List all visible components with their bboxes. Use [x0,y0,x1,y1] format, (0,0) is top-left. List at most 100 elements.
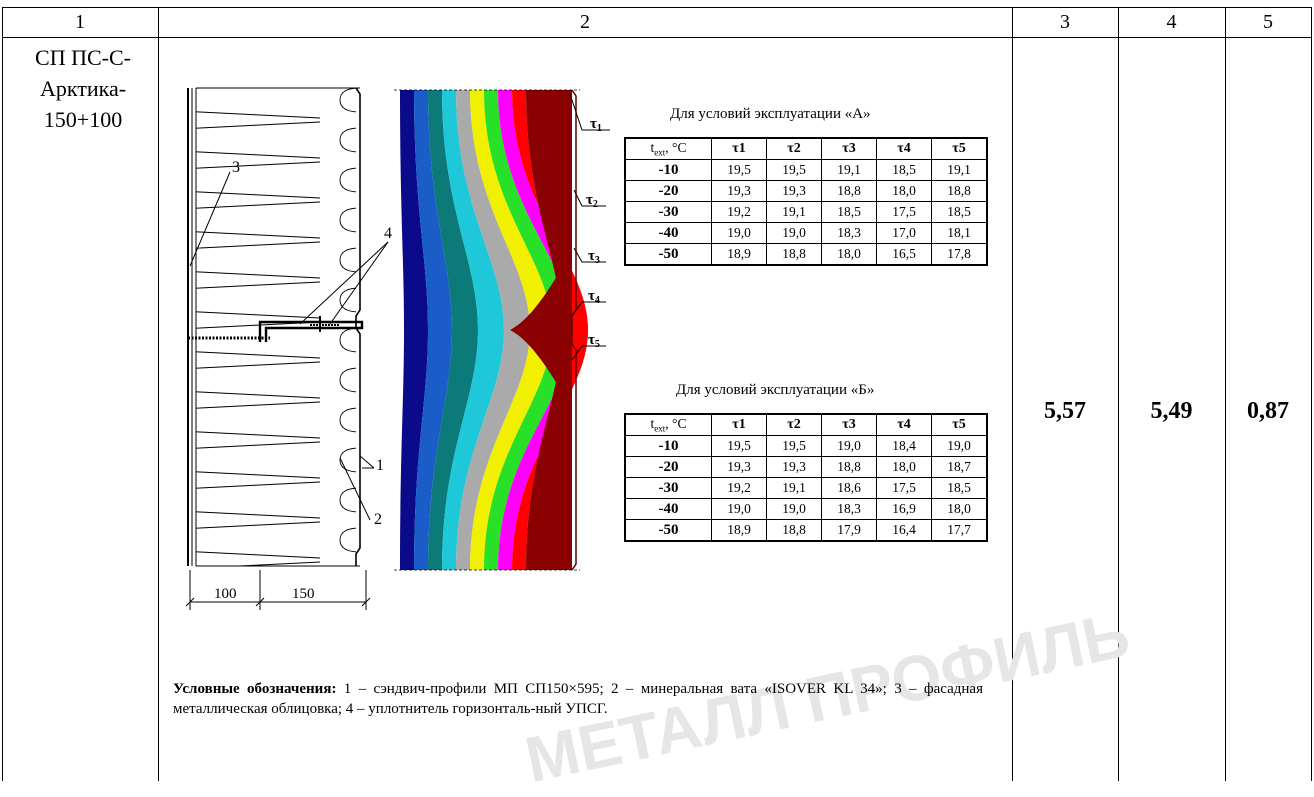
condition-b-title: Для условий эксплуатации «Б» [676,382,875,398]
callout-lines [189,171,389,521]
dimension-lines [185,570,371,610]
table-row: -20 19,3 19,3 18,8 18,0 18,8 [624,180,988,202]
value-cell: 18,6 [821,477,877,499]
joint-profile [188,316,364,342]
field-edge [571,89,577,571]
value-cell: 19,3 [766,456,822,478]
col-header-tau4: τ4 [876,413,932,436]
text-cell: -30 [624,201,712,223]
value-col-3: 5,57 [1044,398,1086,424]
table-border [1225,7,1226,781]
row-label-line: Арктика- [39,76,127,101]
temperature-band [442,90,504,570]
value-cell: 17,7 [931,519,988,542]
value-cell: 17,8 [931,243,988,266]
value-cell: 18,4 [876,435,932,457]
value-cell: 18,5 [931,477,988,499]
value-cell: 18,8 [821,456,877,478]
legend: Условные обозначения: 1 – сэндвич-профил… [173,679,983,719]
temperature-band [414,90,452,570]
col-header-tau1: τ1 [711,137,767,160]
callout-2: 2 [374,511,382,528]
table-row: -10 19,5 19,5 19,1 18,5 19,1 [624,159,988,181]
text-cell: -30 [624,477,712,499]
value-cell: 19,5 [766,159,822,181]
table-border [1118,7,1119,781]
value-cell: 18,9 [711,519,767,542]
table-header-row: text, °С τ1 τ2 τ3 τ4 τ5 [624,137,988,160]
value-cell: 18,3 [821,498,877,520]
text-cell: -50 [624,243,712,266]
table-border [2,7,1312,8]
value-cell: 19,5 [766,435,822,457]
value-cell: 18,8 [931,180,988,202]
value-cell: 19,2 [711,477,767,499]
tau-pointers [569,93,610,361]
table-row: -30 19,2 19,1 18,5 17,5 18,5 [624,201,988,223]
callout-1: 1 [376,457,384,474]
table-header-row: text, °С τ1 τ2 τ3 τ4 τ5 [624,413,988,436]
value-cell: 19,3 [766,180,822,202]
text-cell: -20 [624,456,712,478]
value-cell: 17,5 [876,477,932,499]
table-border [1012,7,1013,781]
row-label-line: 150+100 [43,107,123,132]
condition-a-title: Для условий эксплуатации «А» [670,106,871,122]
condition-a-table: text, °С τ1 τ2 τ3 τ4 τ5 -10 19,5 19,5 19,1 1… [624,137,988,266]
table-border [1311,7,1312,781]
col-header-tau1: τ1 [711,413,767,436]
table-row: -20 19,3 19,3 18,8 18,0 18,7 [624,456,988,478]
tau-label-1: τ1 [590,116,602,134]
value-cell: 18,5 [931,201,988,223]
col-header-tau3: τ3 [821,413,877,436]
col-header-tau5: τ5 [931,137,988,160]
value-cell: 18,9 [711,243,767,266]
temperature-band [512,90,588,570]
tau-label-5: τ5 [588,332,600,350]
value-cell: 19,5 [711,159,767,181]
value-col-5: 0,87 [1247,398,1289,424]
value-cell: 18,8 [821,180,877,202]
text-cell: -10 [624,435,712,457]
value-cell: 17,0 [876,222,932,244]
text-cell: -40 [624,498,712,520]
col-header-tau2: τ2 [766,413,822,436]
tau-label-2: τ2 [586,192,598,210]
table-row: -50 18,9 18,8 18,0 16,5 17,8 [624,243,988,266]
legend-text: 1 – сэндвич-профили МП СП150×595; 2 – ми… [173,681,983,717]
dimension-100: 100 [214,586,237,602]
value-cell: 19,1 [931,159,988,181]
value-cell: 16,9 [876,498,932,520]
tau-label-3: τ3 [588,248,600,266]
value-cell: 16,4 [876,519,932,542]
value-cell: 19,0 [931,435,988,457]
tau-label-4: τ4 [588,288,600,306]
value-cell: 19,0 [766,498,822,520]
text-cell: -40 [624,222,712,244]
table-row: -30 19,2 19,1 18,6 17,5 18,5 [624,477,988,499]
value-cell: 19,1 [766,201,822,223]
wall-section-drawing: 3 4 1 2 100 150 τ1 τ2 τ3 τ4 τ5 [185,87,610,610]
table-row: -40 19,0 19,0 18,3 16,9 18,0 [624,498,988,520]
text-cell: -20 [624,180,712,202]
header-col-1: 1 [75,11,85,33]
table-border [158,7,159,781]
value-cell: 19,5 [711,435,767,457]
temperature-band [400,90,428,570]
header-col-2: 2 [580,11,590,33]
value-cell: 18,5 [821,201,877,223]
table-row: -10 19,5 19,5 19,0 18,4 19,0 [624,435,988,457]
value-cell: 19,1 [766,477,822,499]
value-cell: 17,9 [821,519,877,542]
value-cell: 19,0 [711,498,767,520]
col-header-tau4: τ4 [876,137,932,160]
condition-b-table: text, °С τ1 τ2 τ3 τ4 τ5 -10 19,5 19,5 19,0 1… [624,413,988,542]
col-header-text: text, °С [624,413,712,436]
value-cell: 18,8 [766,519,822,542]
value-cell: 18,8 [766,243,822,266]
legend-title: Условные обозначения: [173,681,337,697]
value-cell: 18,0 [876,180,932,202]
callout-3: 3 [232,159,240,176]
text-cell: -10 [624,159,712,181]
col-header-tau5: τ5 [931,413,988,436]
